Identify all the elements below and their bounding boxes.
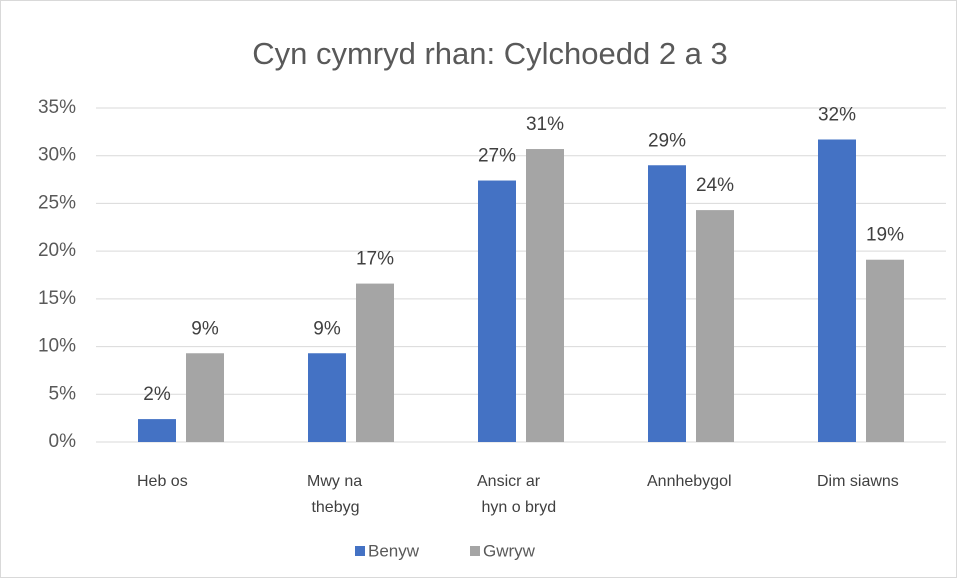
data-label: 2% xyxy=(143,384,171,405)
legend-swatch xyxy=(470,546,480,556)
bar xyxy=(356,283,394,442)
data-label: 9% xyxy=(313,318,341,339)
y-tick-label: 0% xyxy=(49,431,77,452)
x-tick-label: Heb os xyxy=(137,473,188,490)
data-label: 29% xyxy=(648,130,686,151)
y-tick-label: 30% xyxy=(38,145,76,166)
y-tick-label: 35% xyxy=(38,97,76,118)
bar xyxy=(648,165,686,442)
bar xyxy=(308,353,346,442)
y-tick-label: 5% xyxy=(49,383,77,404)
legend-swatch xyxy=(355,546,365,556)
bar xyxy=(186,353,224,442)
legend-label: Benyw xyxy=(368,541,420,560)
data-label: 32% xyxy=(818,105,856,126)
data-label: 27% xyxy=(478,146,516,167)
bar xyxy=(478,180,516,443)
x-tick-label: Mwy na thebyg xyxy=(307,473,362,516)
x-tick-label: Annhebygol xyxy=(647,473,732,490)
x-tick-label: Ansicr ar hyn o bryd xyxy=(477,473,556,516)
data-label: 19% xyxy=(866,225,904,246)
data-label: 9% xyxy=(191,318,219,339)
legend-label: Gwryw xyxy=(483,541,536,560)
y-tick-label: 10% xyxy=(38,336,76,357)
data-label: 17% xyxy=(356,249,394,270)
bar xyxy=(866,259,904,442)
bar xyxy=(526,149,564,442)
bar xyxy=(138,419,176,442)
y-tick-label: 25% xyxy=(38,192,76,213)
y-tick-label: 20% xyxy=(38,240,76,261)
bar xyxy=(696,210,734,442)
chart-title: Cyn cymryd rhan: Cylchoedd 2 a 3 xyxy=(252,36,728,71)
data-label: 24% xyxy=(696,175,734,196)
x-tick-label: Dim siawns xyxy=(817,473,899,490)
bar xyxy=(818,139,856,442)
data-label: 31% xyxy=(526,114,564,135)
y-tick-label: 15% xyxy=(38,288,76,309)
